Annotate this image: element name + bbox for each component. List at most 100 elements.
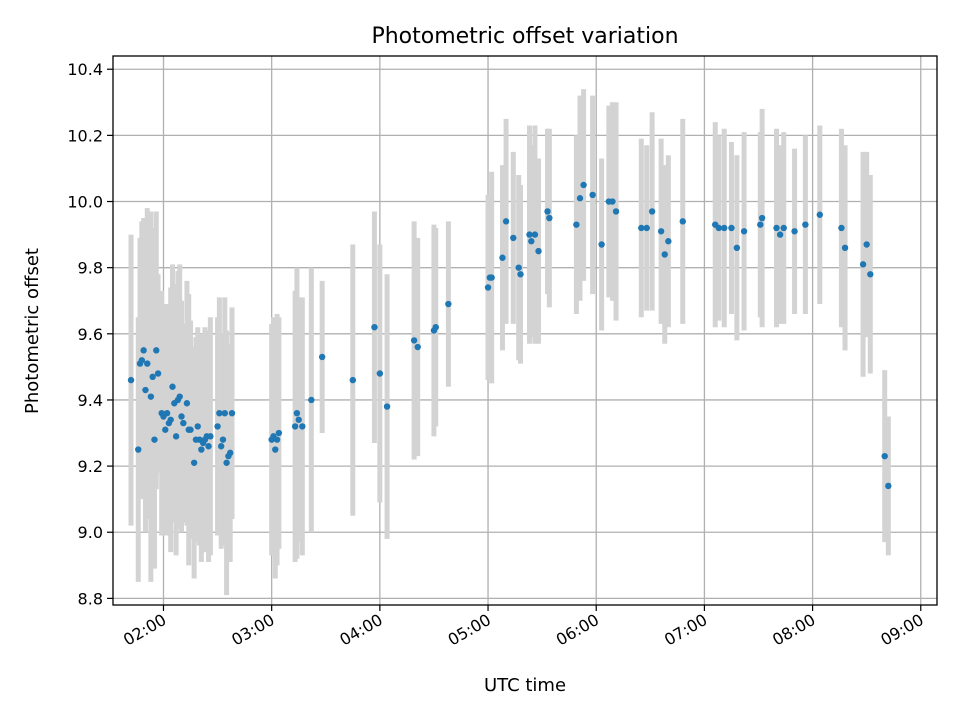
data-point (776, 231, 784, 238)
data-point (661, 251, 668, 258)
data-point (349, 376, 357, 384)
data-point (190, 459, 198, 466)
data-point (299, 423, 306, 430)
data-point (135, 446, 142, 453)
data-point (217, 443, 225, 450)
data-point (147, 393, 155, 400)
data-point (721, 224, 728, 232)
chart-title: Photometric offset variation (371, 24, 678, 49)
data-point (198, 446, 205, 453)
data-point (867, 271, 874, 278)
data-point (273, 436, 281, 443)
data-point (612, 208, 620, 215)
data-point (228, 409, 236, 417)
data-point (643, 224, 650, 232)
data-point (371, 323, 378, 331)
data-point (499, 254, 506, 261)
data-point (863, 241, 870, 248)
data-point (183, 400, 191, 407)
data-point (127, 376, 135, 384)
data-point (214, 423, 221, 430)
data-point (573, 221, 580, 228)
data-point (515, 264, 522, 271)
data-point (308, 396, 315, 404)
data-point (151, 436, 158, 443)
data-point (172, 433, 180, 440)
data-point (528, 238, 535, 245)
data-point (881, 452, 888, 460)
data-point (432, 323, 439, 331)
data-point (163, 409, 171, 417)
data-point (484, 284, 492, 291)
data-point (169, 383, 176, 390)
data-point (205, 443, 212, 450)
y-tick-label: 10.2 (67, 126, 103, 145)
y-tick-label: 10.0 (67, 193, 103, 212)
data-point (187, 426, 194, 433)
data-point (638, 224, 645, 232)
data-point (859, 261, 867, 268)
data-point (802, 221, 809, 228)
data-point (376, 370, 384, 377)
data-point (544, 208, 551, 215)
data-point (153, 347, 160, 354)
data-point (149, 373, 156, 381)
data-point (648, 208, 656, 215)
data-point (598, 241, 605, 248)
data-point (609, 198, 616, 205)
data-point (773, 224, 780, 232)
data-point (207, 433, 214, 440)
data-point (838, 224, 845, 232)
data-point (410, 337, 418, 344)
data-point (167, 416, 174, 423)
y-axis-label: Photometric offset (22, 248, 43, 414)
data-point (510, 234, 517, 242)
data-point (223, 459, 230, 466)
plot-frame (112, 55, 938, 606)
data-point (780, 224, 787, 232)
data-point (816, 211, 824, 218)
x-axis-label: UTC time (484, 675, 566, 696)
data-point (383, 403, 391, 410)
data-point (885, 482, 892, 490)
data-point (589, 191, 596, 199)
data-point (502, 218, 510, 225)
data-point (657, 228, 665, 235)
data-point (488, 274, 495, 281)
data-point (679, 218, 686, 225)
data-point (576, 195, 584, 202)
data-point (580, 181, 587, 189)
data-point (178, 413, 185, 420)
data-point (272, 446, 279, 453)
y-tick-label: 9.6 (78, 325, 103, 344)
data-point (414, 343, 421, 351)
data-point (733, 244, 741, 252)
data-point (526, 231, 533, 238)
data-point (221, 409, 228, 417)
data-point (791, 228, 798, 235)
data-point (728, 224, 735, 232)
data-point (144, 360, 151, 367)
y-tick-label: 9.0 (78, 523, 103, 542)
y-tick-label: 9.2 (78, 457, 103, 476)
data-point (140, 347, 147, 354)
y-tick-label: 9.8 (78, 259, 103, 278)
data-point (715, 224, 723, 232)
data-point (216, 409, 223, 417)
data-point (226, 449, 234, 457)
data-point (275, 429, 283, 437)
data-point (295, 416, 302, 423)
data-point (142, 386, 149, 394)
data-point (665, 238, 672, 245)
data-points (127, 181, 892, 490)
data-point (535, 247, 542, 255)
data-point (318, 353, 326, 361)
data-point (757, 221, 764, 228)
data-point (291, 423, 299, 430)
data-point (841, 244, 849, 252)
grid (113, 56, 937, 605)
data-point (194, 423, 201, 430)
data-point (138, 357, 146, 364)
y-tick-label: 10.4 (67, 60, 103, 79)
